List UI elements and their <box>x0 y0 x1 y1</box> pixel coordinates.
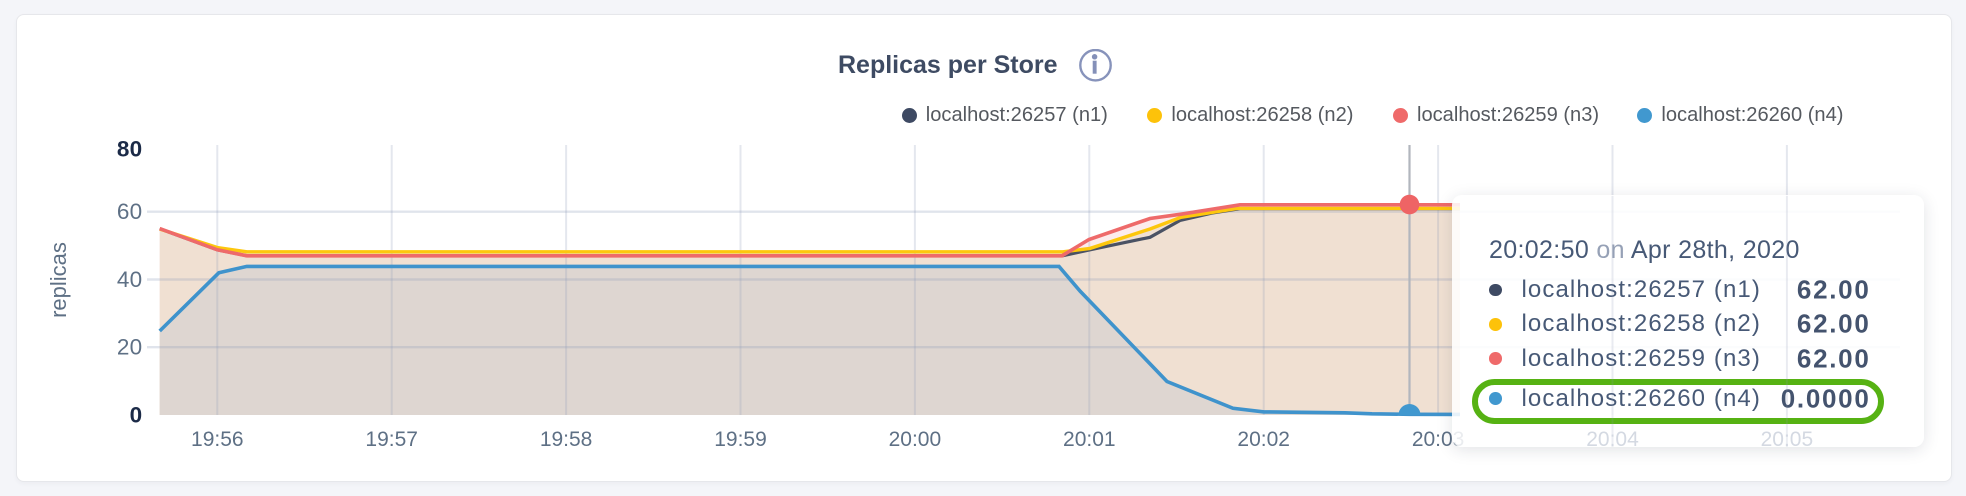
svg-text:20: 20 <box>117 335 143 360</box>
svg-text:20:03: 20:03 <box>1412 428 1465 451</box>
svg-text:0: 0 <box>130 403 143 428</box>
svg-text:20:01: 20:01 <box>1063 428 1116 451</box>
svg-text:20:05: 20:05 <box>1761 428 1814 451</box>
svg-text:19:57: 19:57 <box>365 428 418 451</box>
svg-text:replicas: replicas <box>46 242 71 318</box>
svg-text:19:58: 19:58 <box>540 428 593 451</box>
svg-text:40: 40 <box>117 267 143 292</box>
svg-text:19:59: 19:59 <box>714 428 767 451</box>
svg-text:20:00: 20:00 <box>889 428 942 451</box>
svg-text:20:04: 20:04 <box>1586 428 1639 451</box>
svg-text:20:02: 20:02 <box>1237 428 1290 451</box>
svg-text:19:56: 19:56 <box>191 428 244 451</box>
svg-text:60: 60 <box>117 199 143 224</box>
svg-text:80: 80 <box>117 136 143 161</box>
